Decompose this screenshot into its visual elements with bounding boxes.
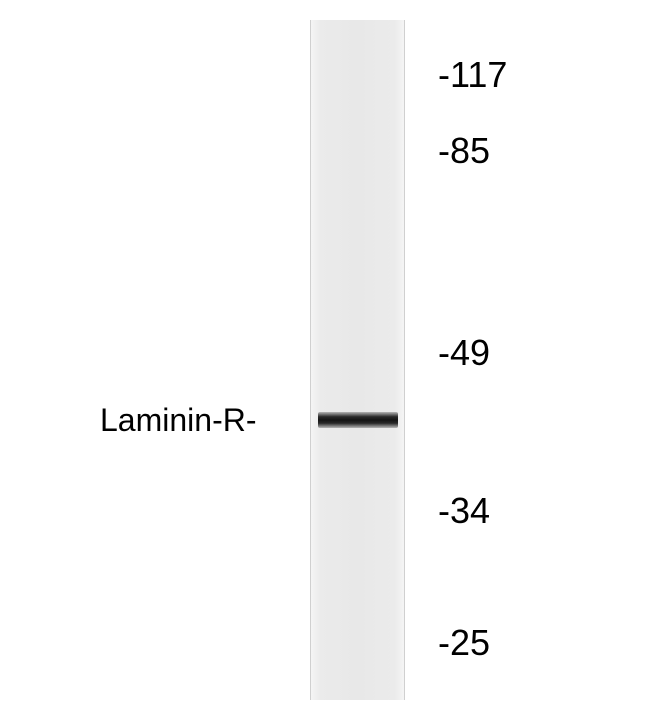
western-blot-container: Laminin-R- -117 -85 -49 -34 -25 — [0, 0, 650, 720]
sample-label: Laminin-R- — [100, 402, 256, 439]
marker-label-1: -85 — [438, 130, 490, 172]
marker-label-0: -117 — [438, 54, 507, 96]
marker-label-3: -34 — [438, 490, 490, 532]
blot-lane — [310, 20, 405, 700]
protein-band — [318, 412, 398, 428]
marker-label-2: -49 — [438, 332, 490, 374]
marker-label-4: -25 — [438, 622, 490, 664]
